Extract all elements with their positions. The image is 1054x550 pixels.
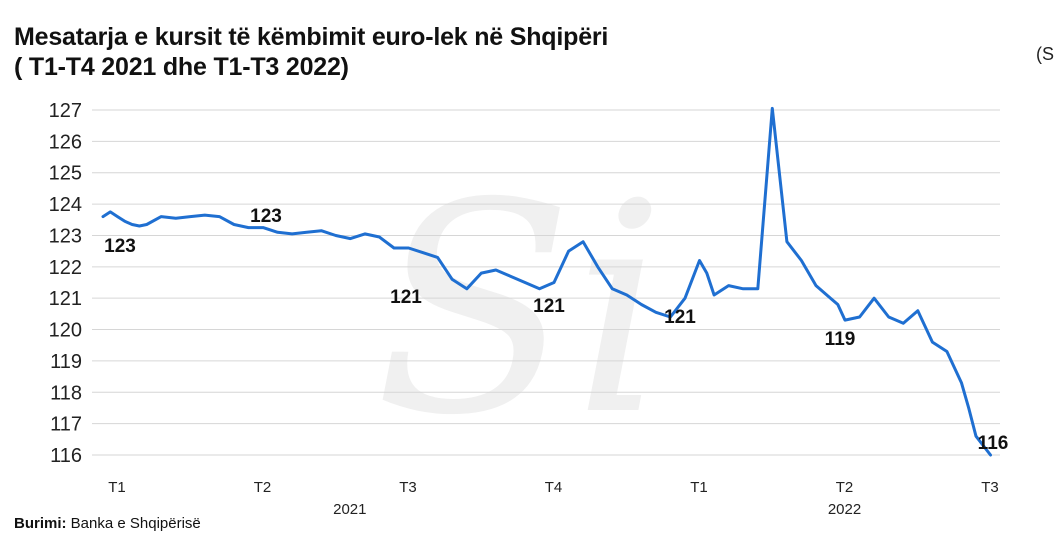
- x-year-label: 2021: [333, 501, 366, 518]
- x-tick-label: T3: [981, 479, 999, 496]
- exchange-rate-line: [101, 106, 992, 457]
- y-tick-label: 118: [50, 382, 82, 404]
- x-year-label: 2022: [828, 501, 861, 518]
- data-label: 116: [978, 433, 1009, 454]
- y-tick-label: 120: [49, 320, 82, 342]
- x-tick-label: T1: [108, 479, 126, 496]
- source-label: Burimi:: [14, 515, 67, 532]
- x-tick-label: T2: [254, 479, 272, 496]
- y-tick-label: 117: [50, 414, 82, 436]
- chart-title: Mesatarja e kursit të këmbimit euro-lek …: [14, 22, 608, 82]
- corner-text: (S: [1036, 44, 1054, 64]
- y-tick-label: 123: [49, 225, 82, 247]
- y-tick-label: 127: [49, 100, 82, 122]
- y-tick-label: 124: [49, 194, 82, 216]
- source-text: Banka e Shqipërisë: [70, 515, 201, 532]
- x-tick-label: T3: [399, 479, 417, 496]
- data-annotations: 123 123 121 121 121 119 116: [104, 206, 1008, 454]
- x-tick-label: T4: [545, 479, 563, 496]
- y-tick-label: 119: [50, 351, 82, 373]
- y-tick-label: 121: [49, 288, 82, 310]
- y-axis-tick-labels: 116 117 118 119 120 121 122 123 124 125 126 127: [49, 100, 82, 467]
- data-label: 121: [664, 307, 696, 328]
- x-tick-label: T2: [836, 479, 854, 496]
- chart-title-line-2: ( T1-T4 2021 dhe T1-T3 2022): [14, 53, 349, 81]
- x-axis-tick-labels: T1 T2 T3 T4 T1 T2 T3 2021 2022: [108, 479, 999, 518]
- watermark-logo: Si: [374, 142, 665, 479]
- data-label: 121: [533, 296, 565, 317]
- data-label: 123: [104, 236, 136, 257]
- x-tick-label: T1: [690, 479, 708, 496]
- source-note: Burimi: Banka e Shqipërisë: [14, 515, 201, 532]
- data-label: 123: [250, 206, 282, 227]
- y-tick-label: 126: [49, 131, 82, 153]
- data-label: 119: [825, 329, 856, 350]
- y-tick-label: 116: [50, 445, 82, 467]
- grid-lines: [92, 109, 1000, 456]
- y-tick-label: 122: [49, 257, 82, 279]
- y-tick-label: 125: [49, 163, 82, 185]
- chart-title-line-1: Mesatarja e kursit të këmbimit euro-lek …: [14, 23, 609, 51]
- data-label: 121: [390, 287, 422, 308]
